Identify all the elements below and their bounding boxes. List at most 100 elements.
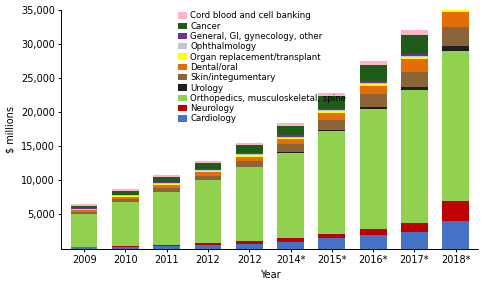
Bar [442, 46, 469, 51]
Bar [153, 184, 180, 185]
Bar [153, 183, 180, 184]
Bar [360, 86, 387, 94]
Bar [71, 210, 97, 212]
Bar [195, 176, 221, 180]
Bar [360, 83, 387, 84]
Bar [401, 232, 428, 249]
Bar [236, 167, 263, 241]
Bar [236, 143, 263, 146]
Bar [112, 195, 139, 196]
Bar [277, 138, 304, 139]
Bar [360, 81, 387, 83]
Y-axis label: $ millions: $ millions [5, 106, 15, 153]
Bar [318, 234, 345, 239]
Bar [236, 155, 263, 157]
Bar [401, 57, 428, 59]
Bar [153, 174, 180, 176]
Bar [71, 208, 97, 209]
Bar [318, 239, 345, 249]
Bar [71, 204, 97, 206]
Bar [112, 202, 139, 246]
Bar [401, 30, 428, 35]
Bar [71, 247, 97, 249]
X-axis label: Year: Year [259, 271, 280, 281]
Bar [153, 182, 180, 183]
Bar [195, 243, 221, 245]
Bar [277, 123, 304, 126]
Bar [442, 6, 469, 8]
Bar [153, 185, 180, 188]
Bar [236, 244, 263, 249]
Bar [112, 247, 139, 249]
Bar [401, 90, 428, 223]
Bar [153, 245, 180, 246]
Bar [277, 242, 304, 249]
Bar [318, 96, 345, 109]
Bar [277, 135, 304, 137]
Bar [360, 235, 387, 249]
Bar [112, 197, 139, 199]
Bar [442, 9, 469, 12]
Bar [112, 189, 139, 190]
Bar [401, 223, 428, 232]
Bar [195, 160, 221, 162]
Bar [277, 239, 304, 242]
Bar [112, 199, 139, 202]
Bar [318, 120, 345, 130]
Bar [112, 246, 139, 247]
Bar [195, 171, 221, 172]
Bar [71, 212, 97, 214]
Bar [360, 65, 387, 81]
Bar [318, 93, 345, 96]
Bar [236, 153, 263, 154]
Bar [318, 111, 345, 113]
Bar [195, 245, 221, 249]
Bar [277, 139, 304, 144]
Bar [442, 51, 469, 201]
Bar [318, 110, 345, 111]
Bar [401, 35, 428, 54]
Bar [153, 188, 180, 192]
Bar [318, 131, 345, 234]
Bar [360, 61, 387, 65]
Bar [112, 196, 139, 197]
Bar [153, 192, 180, 245]
Bar [401, 59, 428, 72]
Bar [71, 209, 97, 210]
Bar [153, 246, 180, 249]
Bar [360, 229, 387, 235]
Bar [236, 241, 263, 244]
Bar [318, 113, 345, 120]
Bar [277, 126, 304, 135]
Bar [360, 107, 387, 109]
Bar [153, 176, 180, 182]
Bar [195, 169, 221, 170]
Bar [277, 137, 304, 138]
Bar [442, 8, 469, 9]
Bar [401, 56, 428, 57]
Bar [195, 180, 221, 243]
Bar [236, 146, 263, 153]
Bar [318, 109, 345, 110]
Bar [442, 221, 469, 249]
Bar [442, 0, 469, 6]
Bar [236, 157, 263, 161]
Bar [71, 206, 97, 208]
Bar [71, 214, 97, 247]
Bar [360, 84, 387, 86]
Bar [195, 162, 221, 169]
Bar [195, 172, 221, 176]
Bar [112, 190, 139, 195]
Bar [360, 94, 387, 107]
Bar [442, 12, 469, 27]
Bar [442, 27, 469, 46]
Bar [318, 130, 345, 131]
Bar [277, 152, 304, 153]
Bar [236, 161, 263, 167]
Bar [277, 144, 304, 152]
Bar [195, 170, 221, 171]
Bar [442, 201, 469, 221]
Bar [401, 72, 428, 87]
Bar [277, 153, 304, 239]
Legend: Cord blood and cell banking, Cancer, General, GI, gynecology, other, Ophthalmolo: Cord blood and cell banking, Cancer, Gen… [178, 11, 347, 123]
